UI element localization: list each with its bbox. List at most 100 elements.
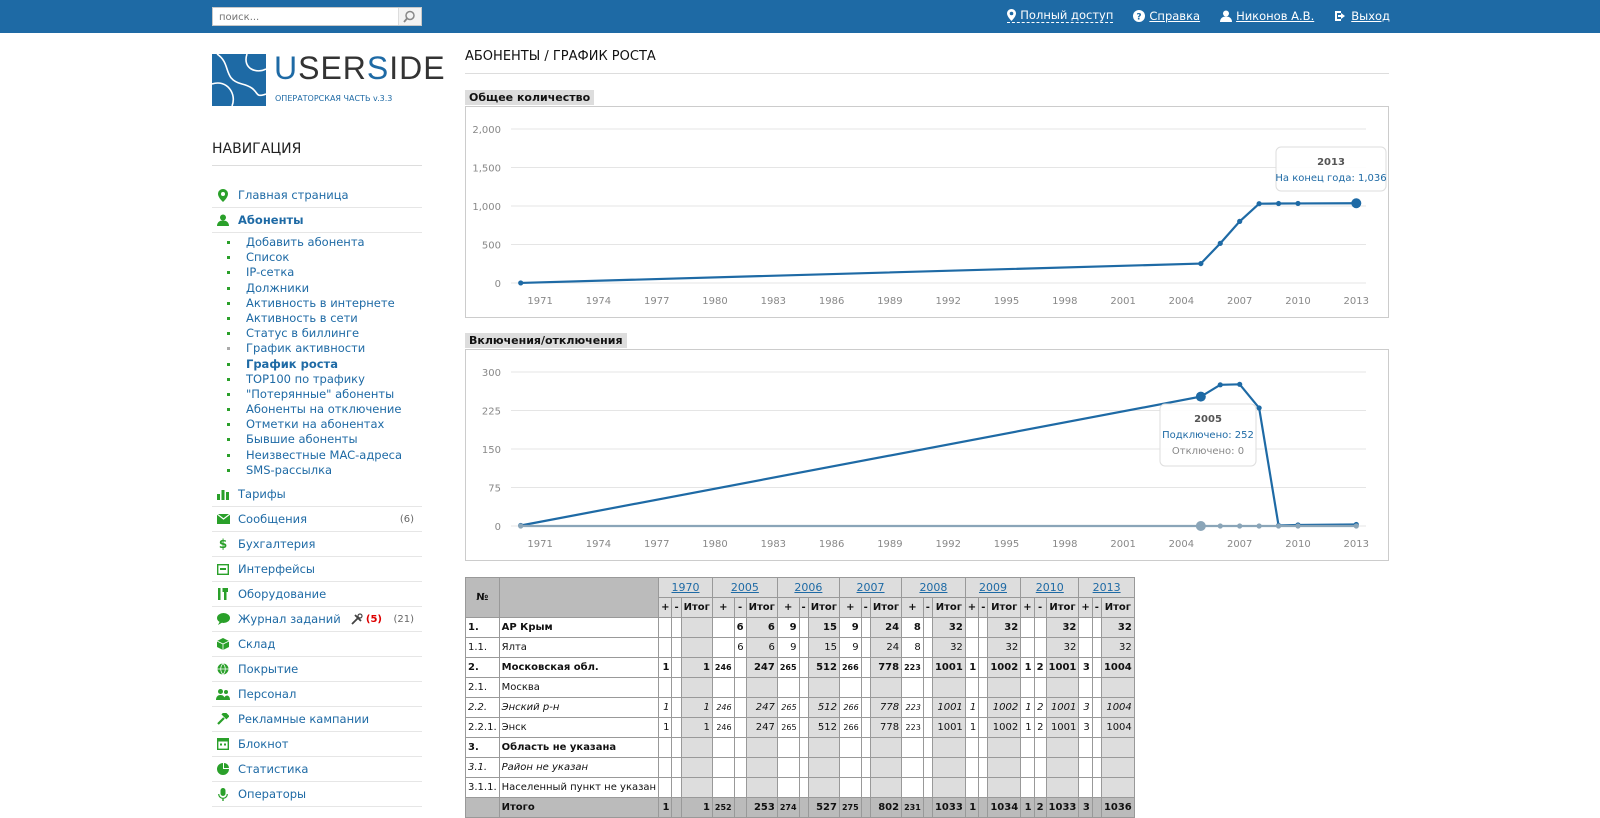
cell-minus [978,777,989,798]
year-header: 1970 [658,577,713,598]
subitem-former-subscribers[interactable]: Бывшие абоненты [212,432,422,447]
nav-item-notepad[interactable]: Блокнот [212,732,422,757]
top-bar: Полный доступ ? Справка Никонов А.В. Вых… [0,0,1600,33]
cell-total: 32 [987,617,1022,638]
year-link[interactable]: 2008 [919,581,948,594]
subitem-internet-activity[interactable]: Активность в интернете [212,296,422,311]
subitem-top100-traffic[interactable]: TOP100 по трафику [212,372,422,387]
subitem-subscriber-marks[interactable]: Отметки на абонентах [212,417,422,432]
year-link[interactable]: 2007 [856,581,885,594]
cell-minus [860,637,871,658]
x-tick-label: 1992 [935,296,960,307]
cell-total: 1004 [1100,657,1135,678]
nav-item-warehouse-label: Склад [238,637,276,651]
full-access-link[interactable]: Полный доступ [1007,8,1114,23]
cell-total: 1004 [1100,697,1135,718]
task-tools-badge[interactable]: (5) [351,613,382,625]
cell-minus [922,737,933,758]
search-input[interactable] [219,10,399,24]
table-row: Итого 1 1 252 253 274 527 275 802 231 1033 1 1034 1 2 1… [465,797,1135,818]
cell-total: 512 [807,697,840,718]
year-link[interactable]: 2005 [730,581,759,594]
subitem-ip-grid[interactable]: IP-сетка [212,265,422,280]
subitem-growth-chart[interactable]: График роста [212,357,422,372]
cell-total [869,737,903,758]
row-name: Итого [498,797,660,818]
cell-plus: 275 [838,797,862,818]
nav-item-accounting[interactable]: $ Бухгалтерия [212,532,422,557]
year-link[interactable]: 2009 [978,581,1007,594]
nav-item-coverage[interactable]: Покрытие [212,657,422,682]
user-link[interactable]: Никонов А.В. [1220,8,1314,23]
nav-item-home[interactable]: Главная страница [212,183,422,208]
cell-plus: 246 [711,717,735,738]
nav-item-warehouse[interactable]: Склад [212,632,422,657]
year-link[interactable]: 1970 [671,581,700,594]
subitem-billing-status[interactable]: Статус в биллинге [212,326,422,341]
cell-total: 527 [807,797,840,818]
logout-link[interactable]: Выход [1334,8,1390,23]
x-tick-label: 1974 [586,296,611,307]
subitem-debtors[interactable]: Должники [212,281,422,296]
nav-item-task-log[interactable]: Журнал заданий (5) (21) [212,607,422,632]
x-tick-label: 1998 [1052,539,1077,550]
subitem-add-subscriber[interactable]: Добавить абонента [212,235,422,250]
nav-item-statistics[interactable]: Статистика [212,757,422,782]
cell-plus [658,677,673,698]
sidebar-nav: Главная страница Абоненты Добавить абоне… [212,183,422,807]
cell-minus [1091,617,1102,638]
subitem-network-activity[interactable]: Активность в сети [212,311,422,326]
cell-plus: 252 [711,797,735,818]
cell-total [745,777,778,798]
tooltip-line: 2005 [1194,414,1222,425]
x-tick-label: 2010 [1285,296,1310,307]
cell-minus [1033,757,1047,778]
data-point [1195,391,1206,402]
subitem-unknown-mac[interactable]: Неизвестные MAC-адреса [212,448,422,463]
nav-item-tariffs[interactable]: Тарифы [212,482,422,507]
nav-item-interfaces[interactable]: Интерфейсы [212,557,422,582]
y-tick-label: 225 [482,407,501,418]
logo-subtitle: ОПЕРАТОРСКАЯ ЧАСТЬ v.3.3 [275,94,393,103]
year-link[interactable]: 2006 [794,581,823,594]
logo[interactable]: USERSIDE ОПЕРАТОРСКАЯ ЧАСТЬ v.3.3 [212,50,445,109]
x-tick-label: 2007 [1227,539,1252,550]
cell-plus [711,677,735,698]
nav-item-messages[interactable]: Сообщения (6) [212,507,422,532]
subitem-list[interactable]: Список [212,250,422,265]
cell-plus [1020,777,1035,798]
row-number: 3. [465,737,500,758]
cell-total [680,777,713,798]
subitem-sms-mailing[interactable]: SMS-рассылка [212,463,422,478]
nav-item-ad-campaigns[interactable]: Рекламные кампании [212,707,422,732]
year-link[interactable]: 2010 [1035,581,1064,594]
cell-minus [978,617,989,638]
search-button[interactable] [398,8,421,25]
help-link[interactable]: ? Справка [1133,8,1200,23]
cell-plus [711,737,735,758]
nav-item-operators[interactable]: Операторы [212,782,422,807]
cell-total [1045,677,1080,698]
year-header: 2008 [901,577,966,598]
cell-minus [798,677,809,698]
nav-item-accounting-label: Бухгалтерия [238,537,316,551]
cell-plus [658,617,673,638]
subitem-to-disconnect[interactable]: Абоненты на отключение [212,402,422,417]
nav-item-equipment[interactable]: Оборудование [212,582,422,607]
cell-plus: 3 [1078,717,1093,738]
nav-item-interfaces-label: Интерфейсы [238,562,315,576]
year-link[interactable]: 2013 [1092,581,1121,594]
tooltip-line: 2013 [1317,157,1345,168]
box-icon [216,637,230,651]
cell-minus [860,657,871,678]
subitem-lost-subscribers[interactable]: "Потерянные" абоненты [212,387,422,402]
nav-item-subscribers[interactable]: Абоненты [212,208,422,233]
data-point [1237,381,1243,387]
cell-minus [922,657,933,678]
subitem-activity-chart[interactable]: График активности [212,341,422,356]
plus-header: + [776,597,800,618]
cell-total: 1 [680,697,713,718]
cell-plus [711,757,735,778]
nav-item-staff[interactable]: Персонал [212,682,422,707]
cell-total [1045,757,1080,778]
